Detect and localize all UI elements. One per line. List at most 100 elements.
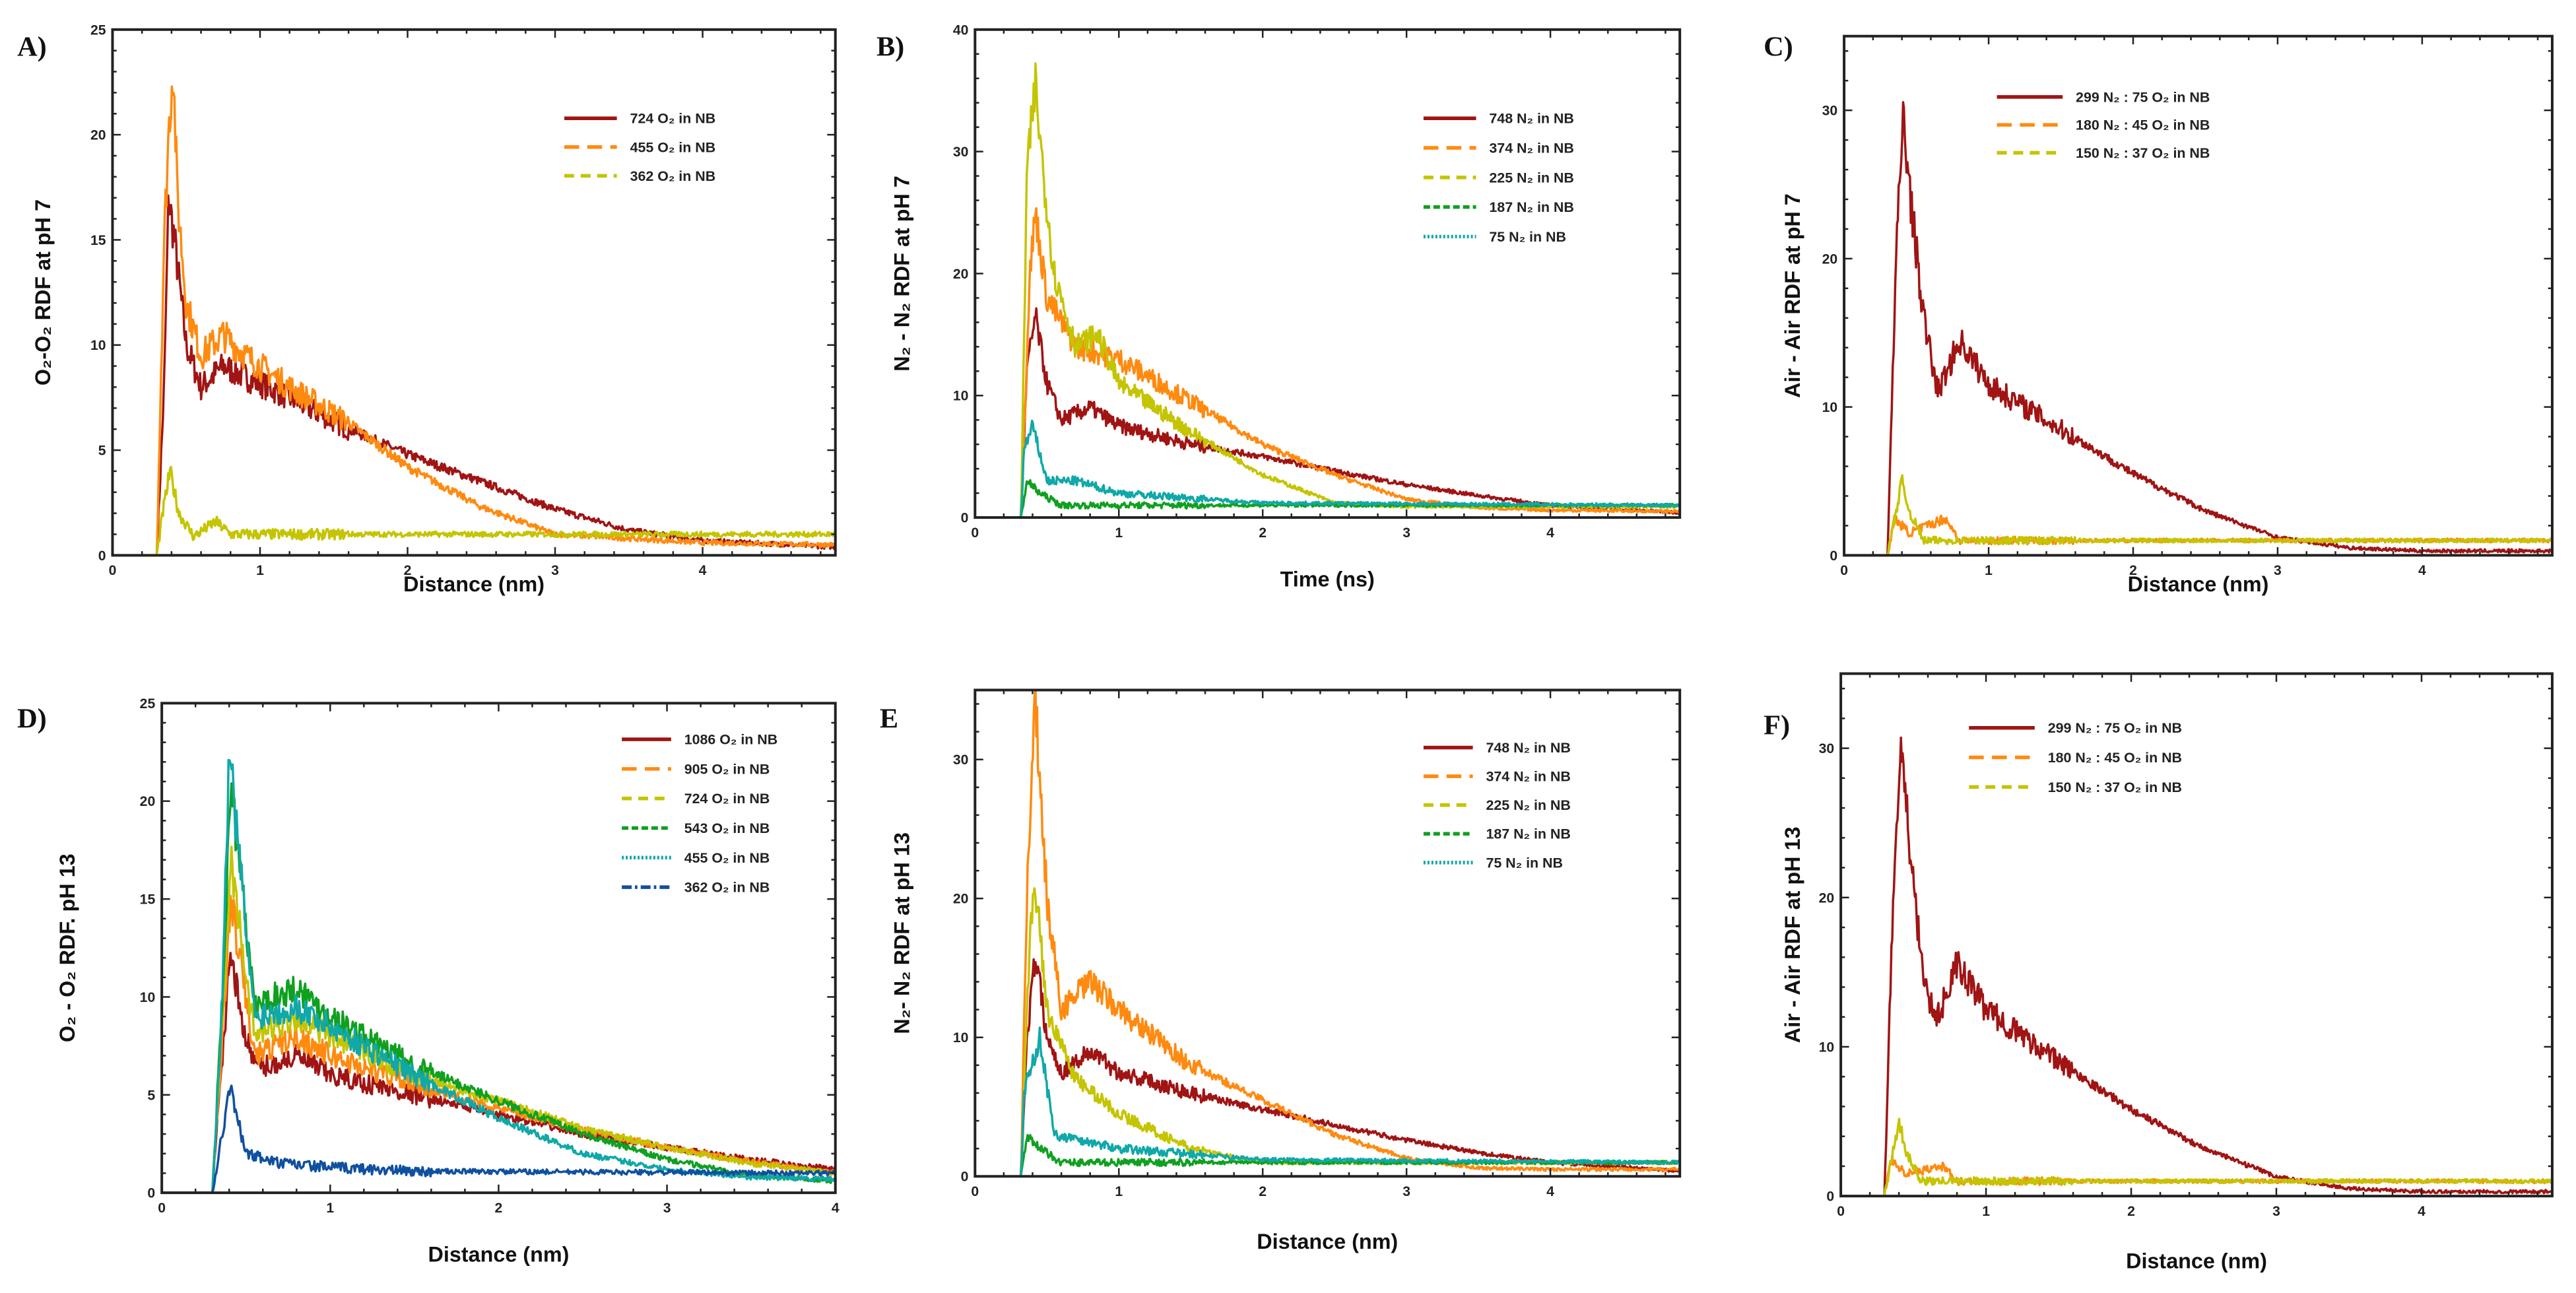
plot-frame xyxy=(111,28,837,557)
legend-label: 299 N₂ : 75 O₂ in NB xyxy=(2048,720,2182,736)
x-tick-label: 1 xyxy=(256,563,264,578)
x-tick-label: 1 xyxy=(1115,525,1123,541)
legend-label: 455 O₂ in NB xyxy=(684,850,770,866)
x-tick-label: 1 xyxy=(1982,1204,1990,1219)
series-line-5 xyxy=(161,1084,836,1194)
y-tick-label: 30 xyxy=(953,145,969,160)
legend-label: 187 N₂ in NB xyxy=(1489,199,1573,215)
series-line-3 xyxy=(161,782,836,1194)
x-tick-label: 4 xyxy=(832,1201,840,1216)
x-tick-label: 4 xyxy=(1546,1184,1554,1199)
legend: 748 N₂ in NB 374 N₂ in NB 225 N₂ in NB 187 … xyxy=(1423,111,1574,245)
series-line-1 xyxy=(161,894,836,1194)
legend-label: 362 O₂ in NB xyxy=(630,168,716,184)
x-tick-label: 4 xyxy=(699,563,707,578)
series-line-0 xyxy=(1843,101,2553,557)
panel-label: A) xyxy=(17,32,47,63)
panel-label: D) xyxy=(17,704,47,735)
x-axis-title: Distance (nm) xyxy=(1257,1230,1398,1253)
y-tick-label: 30 xyxy=(1822,104,1838,119)
series-line-2 xyxy=(161,845,836,1194)
y-tick-label: 20 xyxy=(140,794,156,809)
series-line-2 xyxy=(1840,1117,2553,1197)
y-tick-label: 25 xyxy=(90,22,106,38)
x-tick-label: 3 xyxy=(2274,563,2282,578)
y-tick-label: 15 xyxy=(90,233,106,248)
legend-label: 180 N₂ : 45 O₂ in NB xyxy=(2076,117,2210,133)
legend-label: 180 N₂ : 45 O₂ in NB xyxy=(2048,750,2182,766)
chart-panel-c: 0 1 2 3 4 0 10 20 30 Distance (nm) Air - Air RDF a… xyxy=(1764,32,2554,596)
legend-label: 225 N₂ in NB xyxy=(1486,797,1570,813)
y-axis-title: O₂-O₂ RDF at pH 7 xyxy=(31,199,55,385)
legend-label: 905 O₂ in NB xyxy=(684,761,770,777)
panel-label: F) xyxy=(1764,710,1790,741)
y-axis-title: Air - Air RDF at pH 7 xyxy=(1781,193,1804,398)
y-tick-label: 20 xyxy=(1822,251,1838,267)
chart-panel-d: 0 1 2 3 4 0 5 10 15 20 25 Distance (nm) O₂ - O₂ RDF.… xyxy=(17,696,840,1267)
x-tick-label: 2 xyxy=(1259,1184,1267,1199)
x-tick-label: 0 xyxy=(971,525,979,541)
x-axis-title: Time (ns) xyxy=(1280,568,1375,591)
chart-panel-e: 0 1 2 3 4 0 10 20 30 Distance (nm) N₂- N₂ RDF at p… xyxy=(880,688,1682,1253)
x-tick-label: 0 xyxy=(971,1184,979,1199)
series-line-4 xyxy=(161,758,836,1194)
x-tick-label: 0 xyxy=(1840,563,1848,578)
legend-label: 150 N₂ : 37 O₂ in NB xyxy=(2048,779,2182,795)
y-tick-label: 15 xyxy=(140,892,156,908)
x-tick-label: 3 xyxy=(2272,1204,2280,1219)
legend-label: 374 N₂ in NB xyxy=(1489,140,1573,156)
series-line-2 xyxy=(974,62,1680,519)
series-line-4 xyxy=(974,1026,1680,1178)
plot-frame xyxy=(974,688,1682,1178)
x-tick-label: 1 xyxy=(1985,563,1993,578)
plot-frame xyxy=(1839,672,2554,1198)
chart-panel-f: 0 1 2 3 4 0 10 20 30 Distance (nm) Air - Air RDF a… xyxy=(1764,672,2554,1273)
y-tick-label: 0 xyxy=(1826,1189,1834,1205)
y-tick-label: 20 xyxy=(953,892,969,907)
y-tick-label: 0 xyxy=(98,548,106,564)
legend-label: 299 N₂ : 75 O₂ in NB xyxy=(2076,89,2210,105)
y-tick-label: 30 xyxy=(1819,741,1835,756)
x-tick-label: 2 xyxy=(404,563,412,578)
panel-label: E xyxy=(880,704,898,735)
y-tick-label: 10 xyxy=(1819,1040,1835,1055)
y-tick-label: 0 xyxy=(961,511,969,526)
x-tick-label: 3 xyxy=(551,563,559,578)
x-tick-label: 3 xyxy=(1403,1184,1410,1199)
x-tick-label: 4 xyxy=(2418,563,2426,578)
legend-label: 1086 O₂ in NB xyxy=(684,732,777,748)
chart-panel-a: 0 1 2 3 4 0 5 10 15 20 25 Distance (nm) O₂-O₂ RDF at… xyxy=(17,22,837,596)
x-axis-title: Distance (nm) xyxy=(2128,572,2269,596)
legend-label: 455 O₂ in NB xyxy=(630,139,716,155)
x-tick-label: 1 xyxy=(326,1201,334,1216)
y-tick-label: 0 xyxy=(961,1170,969,1185)
x-axis-title: Distance (nm) xyxy=(2126,1249,2267,1273)
x-axis-title: Distance (nm) xyxy=(428,1243,570,1267)
series-line-2 xyxy=(112,465,836,557)
legend-label: 543 O₂ in NB xyxy=(684,820,770,836)
series-line-2 xyxy=(1843,474,2552,557)
x-tick-label: 2 xyxy=(2129,563,2137,578)
y-tick-label: 10 xyxy=(953,389,969,404)
y-tick-label: 10 xyxy=(140,990,156,1005)
x-tick-label: 0 xyxy=(109,563,117,578)
y-axis-title: O₂ - O₂ RDF. pH 13 xyxy=(55,853,79,1042)
y-tick-label: 20 xyxy=(1819,890,1835,906)
x-tick-label: 0 xyxy=(1837,1204,1845,1219)
legend: 1086 O₂ in NB 905 O₂ in NB 724 O₂ in NB 543… xyxy=(622,732,777,896)
legend-label: 724 O₂ in NB xyxy=(684,791,770,807)
plot-frame xyxy=(974,28,1682,519)
panel-label: C) xyxy=(1764,32,1793,63)
y-axis-title: N₂ - N₂ RDF at pH 7 xyxy=(890,176,914,371)
series-line-1 xyxy=(974,688,1680,1178)
y-tick-label: 5 xyxy=(98,444,106,459)
y-tick-label: 10 xyxy=(953,1030,969,1045)
series-line-4 xyxy=(974,419,1680,519)
legend-label: 150 N₂ : 37 O₂ in NB xyxy=(2076,145,2210,161)
y-tick-label: 0 xyxy=(1830,548,1837,564)
series-line-1 xyxy=(112,85,836,557)
x-tick-label: 0 xyxy=(158,1201,166,1216)
plot-frame xyxy=(1843,34,2554,557)
